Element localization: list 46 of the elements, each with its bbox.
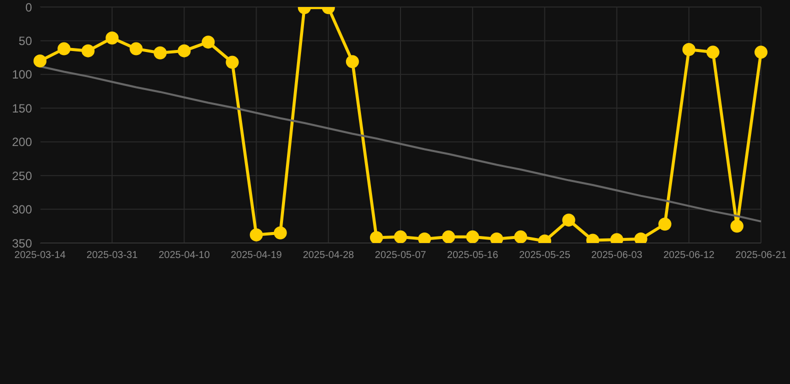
y-tick-label: 350 xyxy=(12,236,32,250)
point xyxy=(754,46,768,59)
x-tick-label: 2025-04-28 xyxy=(302,250,354,262)
y-tick-label: 200 xyxy=(12,135,32,150)
point xyxy=(634,232,648,243)
point xyxy=(346,55,359,68)
x-tick-label: 2025-04-19 xyxy=(230,250,282,262)
x-tick-label: 2025-06-03 xyxy=(591,250,643,262)
x-tick-label: 2025-06-21 xyxy=(735,250,788,262)
point xyxy=(706,46,720,59)
point xyxy=(490,232,504,243)
point xyxy=(658,218,672,231)
x-tick-label: 2025-05-16 xyxy=(447,250,499,262)
x-tick-label: 2025-06-12 xyxy=(663,250,715,262)
y-tick-label: 50 xyxy=(18,34,32,48)
point xyxy=(442,230,456,243)
point xyxy=(682,42,696,56)
point xyxy=(394,230,407,243)
y-tick-label: 150 xyxy=(12,101,32,116)
point xyxy=(250,228,263,242)
x-tick-label: 2025-05-25 xyxy=(519,250,571,262)
point xyxy=(274,226,287,240)
y-tick-label: 250 xyxy=(12,168,32,183)
point xyxy=(58,42,71,56)
point xyxy=(82,44,95,58)
x-tick-label: 2025-03-31 xyxy=(86,250,138,262)
point xyxy=(202,36,215,49)
point xyxy=(226,56,239,69)
point xyxy=(514,230,528,243)
y-tick-label: 300 xyxy=(12,202,32,217)
point xyxy=(730,220,744,233)
x-tick-label: 2025-03-14 xyxy=(14,250,66,262)
point xyxy=(178,44,191,58)
point xyxy=(466,230,480,243)
point xyxy=(106,32,119,45)
point xyxy=(370,231,383,243)
point xyxy=(610,233,624,243)
point xyxy=(418,232,432,243)
x-tick-label: 2025-05-07 xyxy=(374,250,427,262)
y-tick-label: 0 xyxy=(25,0,32,14)
point xyxy=(130,42,143,56)
x-tick-label: 2025-04-10 xyxy=(158,250,210,262)
y-tick-label: 100 xyxy=(12,68,32,82)
point xyxy=(154,46,167,60)
point xyxy=(34,54,46,68)
point xyxy=(562,214,576,227)
